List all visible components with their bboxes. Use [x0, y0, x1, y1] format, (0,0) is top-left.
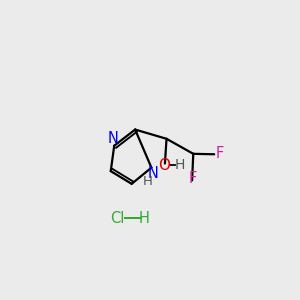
Text: F: F	[188, 171, 197, 186]
Text: H: H	[174, 158, 184, 172]
Text: O: O	[158, 158, 170, 173]
Text: H: H	[139, 211, 150, 226]
Text: Cl: Cl	[110, 211, 125, 226]
Text: F: F	[215, 146, 224, 161]
Text: N: N	[147, 166, 158, 181]
Text: H: H	[142, 175, 152, 188]
Text: N: N	[108, 131, 119, 146]
